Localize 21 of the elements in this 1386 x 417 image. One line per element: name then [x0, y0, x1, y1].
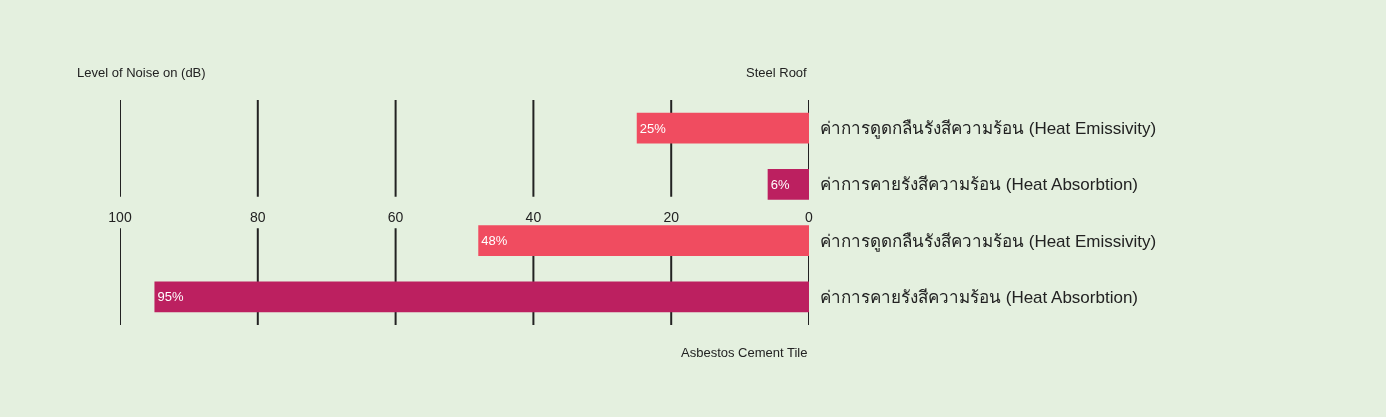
y-tick-label: ค่าการคายรังสีความร้อน (Heat Absorbtion)	[820, 175, 1139, 195]
data-label: 48%	[481, 233, 508, 249]
x-tick-label: 60	[387, 208, 404, 225]
x-axis-title: Level of Noise on (dB)	[77, 65, 206, 80]
data-label: 6%	[770, 176, 790, 192]
bar	[154, 281, 809, 313]
bar	[636, 112, 809, 144]
x-tick-label: 0	[805, 208, 814, 225]
y-tick-label: ค่าการคายรังสีความร้อน (Heat Absorbtion)	[820, 287, 1139, 307]
y-tick-label: ค่าการดูดกลืนรังสีความร้อน (Heat Emissivity)	[820, 231, 1157, 252]
x-tick-label: 100	[108, 208, 132, 225]
x-tick-label: 80	[250, 208, 266, 225]
bar	[478, 225, 809, 257]
text: Steel Roof	[746, 65, 808, 80]
x-tick-label: 20	[663, 208, 680, 225]
y-tick-label: ค่าการดูดกลืนรังสีความร้อน (Heat Emissivity)	[820, 119, 1157, 140]
data-label: 95%	[157, 289, 184, 305]
x-tick-label: 40	[525, 208, 542, 225]
text: Asbestos Cement Tile	[681, 345, 808, 360]
data-label: 25%	[639, 120, 667, 136]
bar	[767, 168, 809, 200]
